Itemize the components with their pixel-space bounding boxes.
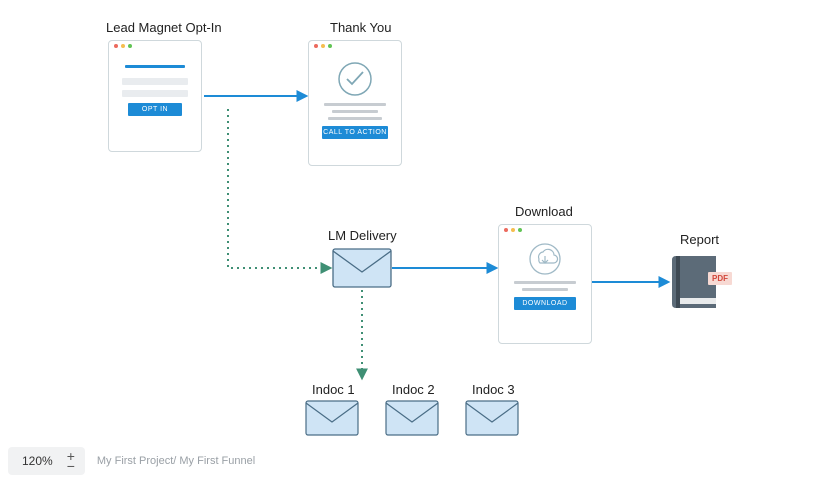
label-download: Download <box>515 204 573 219</box>
node-lmdelivery[interactable] <box>332 248 392 288</box>
label-indoc1: Indoc 1 <box>312 382 355 397</box>
traffic-dot-yellow <box>321 44 325 48</box>
traffic-dot-green <box>328 44 332 48</box>
node-indoc3[interactable] <box>465 400 519 436</box>
envelope-icon <box>305 400 359 436</box>
breadcrumb: My First Project/ My First Funnel <box>97 455 255 467</box>
envelope-icon <box>332 248 392 288</box>
label-lmdelivery: LM Delivery <box>328 228 397 243</box>
traffic-dot-yellow <box>511 228 515 232</box>
envelope-icon <box>465 400 519 436</box>
funnel-canvas[interactable]: Lead Magnet Opt-In Thank You LM Delivery… <box>0 0 830 500</box>
check-circle-icon <box>335 59 375 99</box>
window-content: OPT IN <box>109 51 201 124</box>
node-report[interactable]: PDF <box>670 252 726 312</box>
optin-button: OPT IN <box>128 103 181 116</box>
window-titlebar <box>309 41 401 51</box>
traffic-dot-yellow <box>121 44 125 48</box>
window-titlebar <box>109 41 201 51</box>
window-content: CALL TO ACTION <box>309 51 401 147</box>
download-button: DOWNLOAD <box>514 297 576 310</box>
traffic-dot-red <box>314 44 318 48</box>
traffic-dot-green <box>128 44 132 48</box>
node-optin[interactable]: OPT IN <box>108 40 202 152</box>
node-download[interactable]: DOWNLOAD <box>498 224 592 344</box>
window-titlebar <box>499 225 591 235</box>
traffic-dot-green <box>518 228 522 232</box>
node-thankyou[interactable]: CALL TO ACTION <box>308 40 402 166</box>
footer-bar: 120% + − My First Project/ My First Funn… <box>8 447 255 475</box>
label-thankyou: Thank You <box>330 20 391 35</box>
traffic-dot-red <box>504 228 508 232</box>
window-content: DOWNLOAD <box>499 235 591 318</box>
label-indoc2: Indoc 2 <box>392 382 435 397</box>
zoom-control: 120% + − <box>8 447 85 475</box>
zoom-value: 120% <box>22 454 53 468</box>
traffic-dot-red <box>114 44 118 48</box>
cta-button: CALL TO ACTION <box>322 126 387 139</box>
cloud-download-icon <box>525 241 565 277</box>
zoom-out-button[interactable]: − <box>67 461 75 471</box>
node-indoc2[interactable] <box>385 400 439 436</box>
label-report: Report <box>680 232 719 247</box>
label-indoc3: Indoc 3 <box>472 382 515 397</box>
pdf-badge: PDF <box>708 272 732 285</box>
label-optin: Lead Magnet Opt-In <box>106 20 222 35</box>
envelope-icon <box>385 400 439 436</box>
node-indoc1[interactable] <box>305 400 359 436</box>
